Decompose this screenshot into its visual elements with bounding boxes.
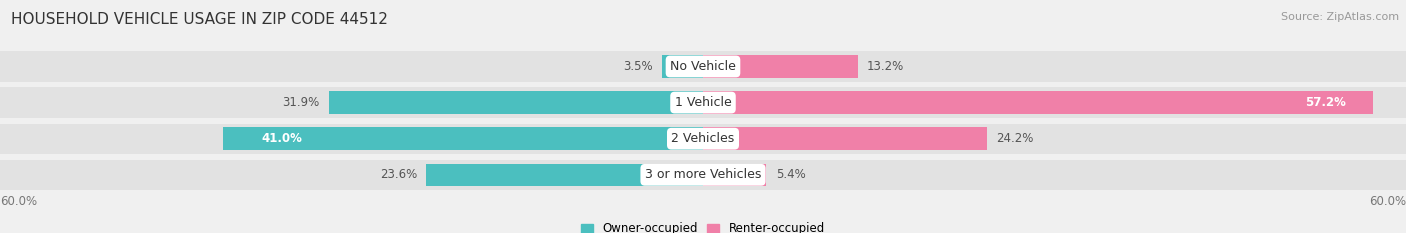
Bar [703, 127, 987, 150]
Text: 3.5%: 3.5% [623, 60, 652, 73]
Text: 3 or more Vehicles: 3 or more Vehicles [645, 168, 761, 181]
Text: 41.0%: 41.0% [262, 132, 302, 145]
Bar [662, 55, 703, 78]
Bar [703, 164, 766, 186]
Bar [0, 160, 1406, 190]
Text: 60.0%: 60.0% [1369, 195, 1406, 208]
Text: No Vehicle: No Vehicle [671, 60, 735, 73]
Text: 24.2%: 24.2% [995, 132, 1033, 145]
Text: 23.6%: 23.6% [380, 168, 418, 181]
Bar [703, 91, 1374, 114]
Bar [0, 123, 1406, 154]
Bar [426, 164, 703, 186]
Text: 31.9%: 31.9% [283, 96, 321, 109]
Text: 1 Vehicle: 1 Vehicle [675, 96, 731, 109]
Text: Source: ZipAtlas.com: Source: ZipAtlas.com [1281, 12, 1399, 22]
Text: HOUSEHOLD VEHICLE USAGE IN ZIP CODE 44512: HOUSEHOLD VEHICLE USAGE IN ZIP CODE 4451… [11, 12, 388, 27]
Text: 2 Vehicles: 2 Vehicles [672, 132, 734, 145]
Text: 5.4%: 5.4% [776, 168, 806, 181]
Text: 57.2%: 57.2% [1306, 96, 1347, 109]
Bar [703, 55, 858, 78]
Text: 13.2%: 13.2% [868, 60, 904, 73]
Bar [329, 91, 703, 114]
Text: 60.0%: 60.0% [0, 195, 37, 208]
Bar [222, 127, 703, 150]
Legend: Owner-occupied, Renter-occupied: Owner-occupied, Renter-occupied [576, 218, 830, 233]
Bar [0, 87, 1406, 118]
Bar [0, 51, 1406, 82]
